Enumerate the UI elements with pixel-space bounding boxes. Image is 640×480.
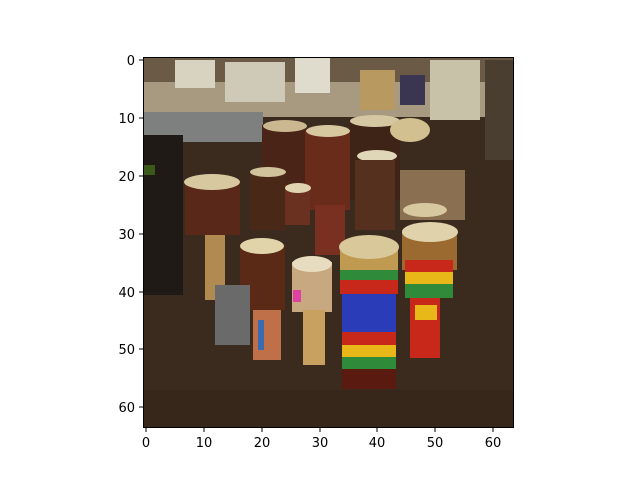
- x-tick-label: 40: [369, 436, 386, 451]
- x-tick-label: 30: [312, 436, 329, 451]
- y-tick-label: 20: [118, 170, 135, 185]
- x-tick-label: 50: [427, 436, 444, 451]
- y-tick-label: 50: [118, 343, 135, 358]
- y-tick-label: 40: [118, 286, 135, 301]
- photo-image: [143, 57, 514, 428]
- x-tick-label: 60: [485, 436, 502, 451]
- x-axis: 0 10 20 30 40 50 60: [142, 428, 501, 451]
- x-tick-label: 10: [196, 436, 213, 451]
- x-tick-label: 0: [142, 436, 150, 451]
- y-tick-label: 10: [118, 112, 135, 127]
- x-tick-label: 20: [254, 436, 271, 451]
- y-axis: 0 10 20 30 40 50 60: [118, 54, 143, 416]
- y-tick-label: 30: [118, 228, 135, 243]
- y-tick-label: 0: [127, 54, 135, 69]
- y-tick-label: 60: [118, 401, 135, 416]
